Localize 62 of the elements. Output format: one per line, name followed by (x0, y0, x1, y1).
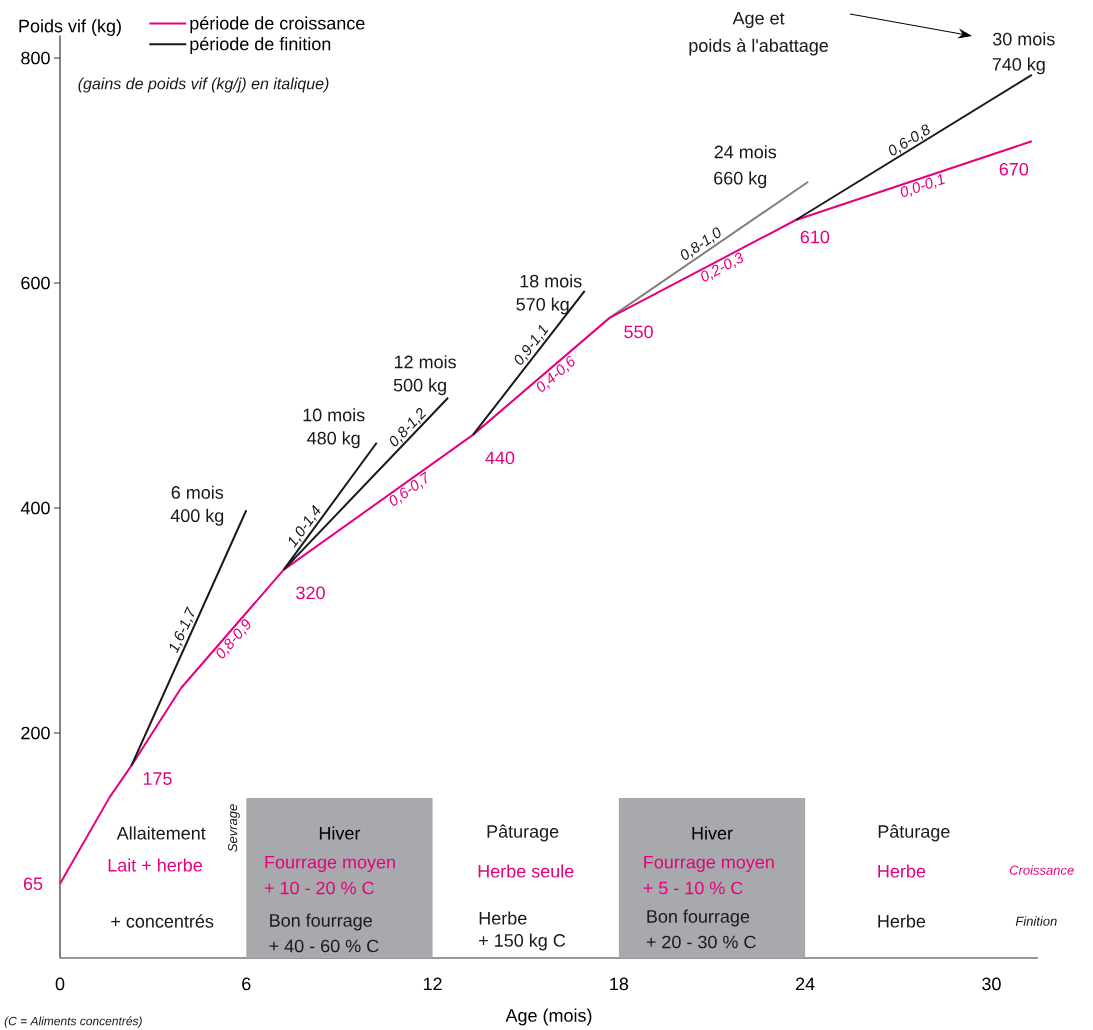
annotation: Croissance (1009, 865, 1074, 875)
x-tick-label: 12 (423, 977, 442, 991)
text: (C = Aliments concentrés) (4, 1016, 142, 1028)
annotation: Pâturage (487, 824, 559, 842)
x-tick-label: 18 (610, 977, 629, 991)
annotation: 1,6-1,7 (169, 606, 195, 654)
text: Age et (732, 11, 785, 29)
annotation: 740 kg (992, 57, 1045, 75)
annotation: + 10 - 20 % C (264, 881, 374, 895)
annotation: + 40 - 60 % C (269, 939, 379, 953)
annotation: 670 (999, 162, 1029, 176)
annotation: 175 (143, 772, 172, 785)
annotation: 610 (800, 230, 830, 244)
y-tick-label: 800 (21, 51, 50, 65)
annotation: 570 kg (516, 297, 569, 315)
annotation: Pâturage (878, 824, 950, 842)
annotation: Bon fourrage (647, 909, 750, 927)
annotation: Herbe (479, 911, 527, 925)
annotation: Lait + herbe (108, 858, 202, 872)
annotation: Fourrage moyen (644, 855, 774, 873)
annotation: poids à l'abattage (689, 38, 829, 56)
annotation: Herbe (878, 864, 926, 878)
annotation: + 150 kg C (479, 933, 566, 951)
annotation: 440 (485, 451, 515, 465)
annotation: 400 kg (170, 508, 224, 526)
band-label: Hiver (692, 826, 733, 840)
annotation: 18 mois (520, 274, 582, 288)
x-axis-title: Age (mois) (505, 1008, 592, 1026)
y-tick-label: 200 (21, 726, 50, 740)
annotation: (gains de poids vif (kg/j) en italique) (78, 77, 329, 93)
x-tick-label: 0 (55, 977, 65, 991)
annotation: 500 kg (393, 378, 446, 396)
annotation: Fourrage moyen (265, 855, 395, 873)
x-tick-label: 30 (982, 977, 1001, 991)
annotation: 65 (23, 877, 43, 891)
annotation: 30 mois (992, 32, 1055, 46)
annotation: Herbe seule (478, 864, 574, 878)
legend-label: période de finition (190, 36, 331, 54)
x-tick-label: 6 (242, 977, 251, 991)
y-tick-label: 600 (21, 276, 50, 290)
annotation: 24 mois (714, 145, 777, 159)
annotation: 480 kg (307, 431, 360, 449)
band-label: Hiver (319, 826, 361, 840)
annotation: 0,0-0,1 (900, 173, 945, 197)
annotation: Sevrage (227, 804, 240, 852)
annotation: 6 mois (171, 485, 224, 499)
annotation: Herbe (878, 914, 926, 928)
annotation: 320 (296, 586, 325, 600)
annotation: 12 mois (394, 355, 456, 369)
annotation: 660 kg (714, 171, 767, 189)
legend-label: période de croissance (190, 16, 365, 34)
annotation: 10 mois (303, 408, 365, 422)
annotation: 550 (624, 325, 653, 339)
annotation: + concentrés (111, 914, 214, 928)
annotation: Finition (1015, 916, 1057, 926)
x-tick-label: 24 (796, 977, 815, 991)
annotation: Allaitement (116, 826, 206, 840)
annotation: Bon fourrage (270, 913, 372, 931)
y-axis-title: Poids vif (kg) (19, 19, 121, 36)
annotation: + 20 - 30 % C (646, 935, 756, 949)
y-tick-label: 400 (20, 501, 50, 515)
annotation: + 5 - 10 % C (643, 881, 743, 895)
